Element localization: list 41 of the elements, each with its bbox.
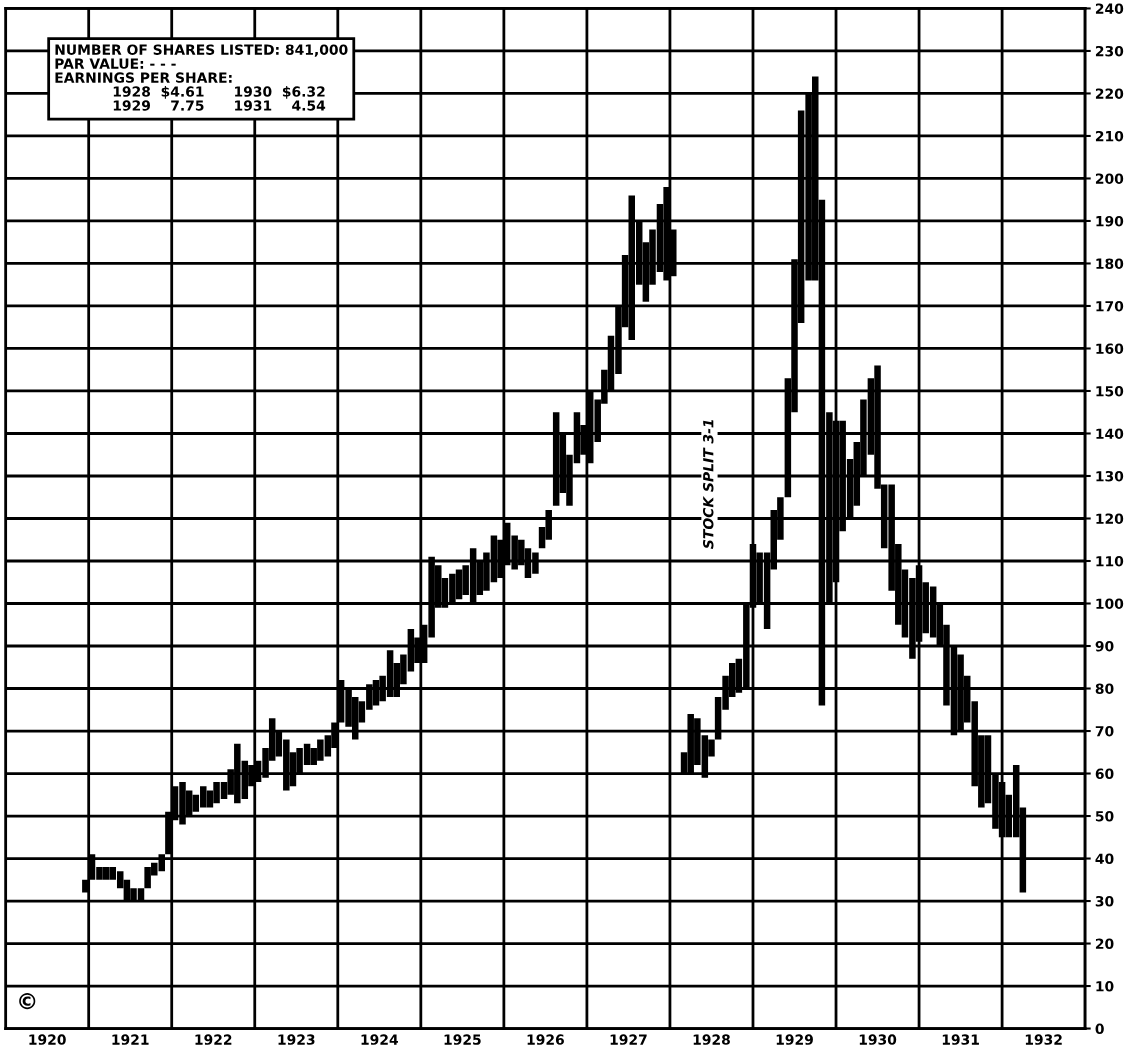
annotation: NUMBER OF SHARES LISTED: 841,000 PAR VALUE: - - - EARNINGS PER SHARE: 1928 $4.61 1930 $6.32 1929 7.75 1931 4.54 [55, 44, 348, 111]
y-tick-label: 160 [1096, 343, 1124, 354]
x-tick-label: 1921 [112, 1034, 149, 1045]
y-tick-label: 210 [1095, 130, 1124, 142]
y-tick-label: 60 [1095, 768, 1114, 779]
y-tick-label: 120 [1096, 513, 1124, 524]
x-tick-label: 1925 [444, 1034, 481, 1045]
x-tick-label: 1926 [527, 1034, 564, 1045]
y-tick-label: 80 [1095, 683, 1114, 694]
y-tick-label: 70 [1095, 725, 1114, 737]
x-tick-label: 1922 [195, 1034, 232, 1045]
y-tick-label: 230 [1095, 45, 1124, 57]
y-tick-label: 190 [1096, 215, 1124, 227]
y-tick-label: 170 [1096, 300, 1124, 312]
y-tick-label: 110 [1096, 555, 1124, 567]
y-tick-label: 140 [1096, 428, 1124, 439]
y-tick-label: 150 [1096, 385, 1124, 397]
annotation: © [19, 993, 36, 1010]
x-tick-label: 1927 [610, 1034, 647, 1045]
y-tick-label: 40 [1095, 853, 1114, 864]
x-tick-label: 1928 [693, 1034, 730, 1045]
x-tick-label: 1929 [776, 1034, 813, 1045]
y-tick-label: 130 [1096, 470, 1124, 482]
annotation: STOCK SPLIT 3-1 [703, 420, 714, 549]
y-tick-label: 20 [1095, 938, 1114, 950]
y-tick-label: 100 [1096, 598, 1124, 609]
x-tick-label: 1920 [29, 1034, 66, 1045]
x-tick-label: 1931 [942, 1034, 979, 1045]
x-tick-label: 1923 [278, 1034, 315, 1045]
y-tick-label: 10 [1096, 981, 1114, 992]
y-tick-label: 180 [1096, 258, 1124, 269]
y-tick-label: 0 [1095, 1023, 1104, 1035]
x-tick-label: 1932 [1025, 1034, 1062, 1045]
y-tick-label: 200 [1095, 173, 1124, 184]
x-tick-label: 1924 [361, 1034, 398, 1045]
y-tick-label: 240 [1095, 3, 1124, 14]
y-tick-label: 30 [1095, 896, 1114, 907]
x-tick-label: 1930 [859, 1034, 897, 1045]
y-tick-label: 50 [1095, 810, 1114, 822]
y-tick-label: 90 [1095, 640, 1114, 652]
y-tick-label: 220 [1095, 88, 1124, 99]
